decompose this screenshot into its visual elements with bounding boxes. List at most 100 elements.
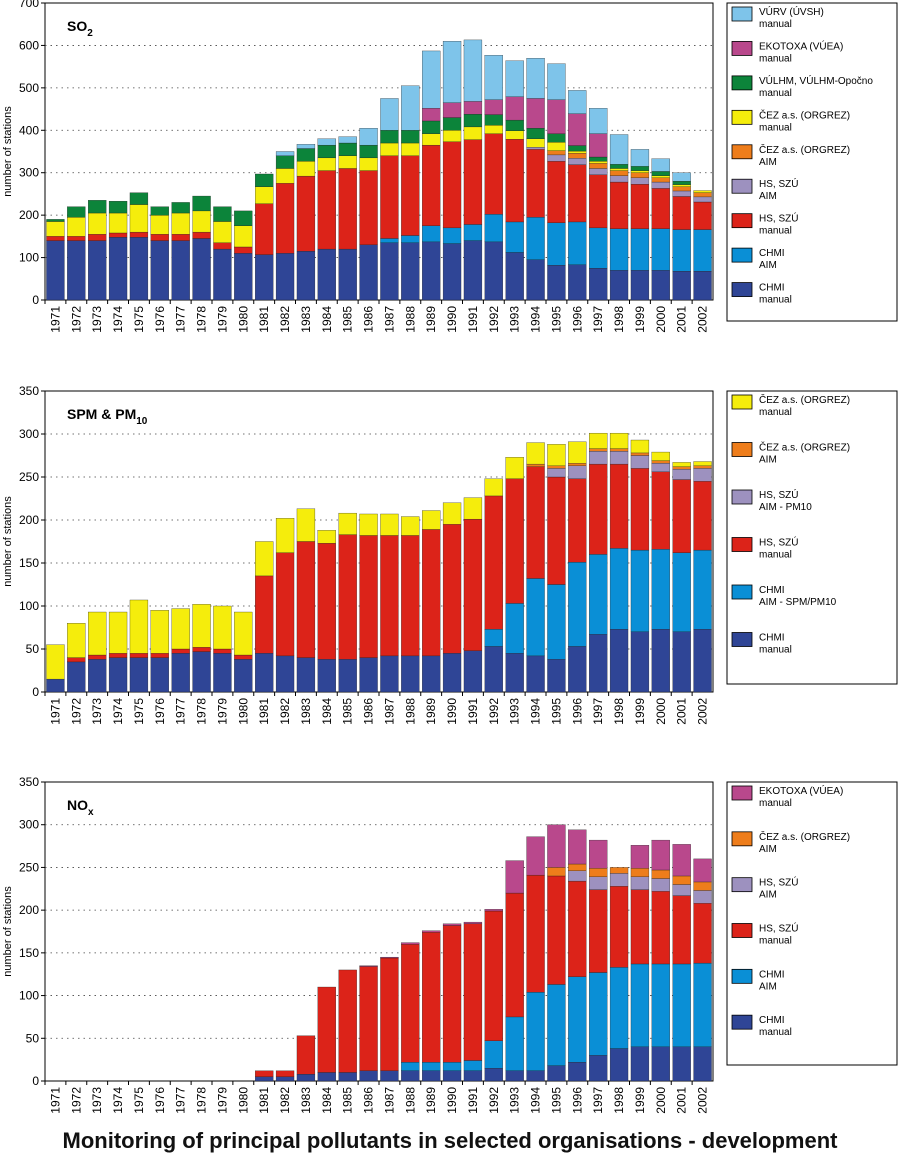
bar-ekotoxa-vuea-manual-1989 [422,930,441,933]
bar-chmi-manual-1980 [234,253,253,301]
bar-vulhm-vulhm-opocno-manual-2001 [672,181,691,185]
bar-hs-szu-manual-1989 [422,932,441,1063]
x-tick-label: 1996 [570,306,584,333]
legend-swatch [731,877,753,893]
bar-chmi-aim-spm-pm10-1998 [609,548,629,630]
bar-hs-szu-manual-1987 [380,155,399,239]
bar-cez-a-s-orgrez-aim-2001 [672,466,691,470]
bar-chmi-aim-1992 [484,214,503,243]
x-tick-label: 1972 [69,1087,83,1114]
bar-cez-a-s-orgrez-aim-1995 [547,150,566,156]
bar-chmi-manual-1974 [108,237,128,301]
legend-item-hs-szu-manual: HS, SZÚ manual [731,536,798,561]
bar-chmi-aim-1994 [526,992,545,1071]
bar-cez-a-s-orgrez-manual-1987 [380,513,399,536]
bar-hs-szu-manual-1990 [442,925,462,1063]
legend-swatch [731,632,753,647]
bar-hs-szu-aim-1994 [526,147,545,150]
bar-cez-a-s-orgrez-manual-1997 [589,161,608,164]
y-tick-label: 200 [19,513,39,527]
x-tick-label: 1989 [424,306,438,333]
bar-chmi-aim-1993 [505,221,524,253]
bar-ekotoxa-vuea-manual-1991 [463,921,483,924]
bar-vulhm-vulhm-opocno-manual-1998 [609,164,629,169]
bar-hs-szu-manual-1996 [568,164,587,223]
bar-cez-a-s-orgrez-manual-2001 [672,184,691,187]
bar-cez-a-s-orgrez-aim-2002 [693,192,712,198]
x-tick-label: 1992 [487,306,501,333]
bar-cez-a-s-orgrez-aim-2000 [651,869,670,879]
x-tick-label: 1975 [132,1087,146,1114]
bar-hs-szu-manual-1980 [234,654,253,660]
bar-vulhm-vulhm-opocno-manual-1985 [338,142,357,156]
legend-swatch [731,144,753,160]
bar-hs-szu-aim-1999 [630,876,650,890]
y-tick-label: 150 [19,556,39,570]
bar-hs-szu-manual-1977 [171,234,190,241]
bar-hs-szu-manual-1984 [317,543,336,660]
bar-chmi-manual-1984 [317,659,336,693]
x-tick-label: 1996 [570,1087,584,1114]
legend-item-vurv-uvsh-manual: VÚRV (ÚVSH) manual [731,5,824,30]
bar-chmi-manual-1973 [88,659,107,693]
x-tick-label: 1971 [48,306,62,333]
bar-vurv-uvsh-manual-2001 [672,172,691,182]
y-tick-label: 150 [19,946,39,960]
bar-hs-szu-manual-1997 [589,889,608,973]
bar-cez-a-s-orgrez-aim-1996 [568,463,587,466]
bar-vurv-uvsh-manual-2000 [651,158,670,172]
x-tick-label: 1975 [132,306,146,333]
y-tick-label: 350 [19,775,39,789]
y-tick-label: 0 [32,1074,39,1088]
bar-cez-a-s-orgrez-manual-1998 [609,168,629,171]
bar-cez-a-s-orgrez-manual-1991 [463,126,483,140]
bar-chmi-manual-1984 [317,1072,336,1082]
bar-vulhm-vulhm-opocno-manual-1987 [380,130,399,144]
chart-title: SPM & PM10 [67,406,148,427]
bar-ekotoxa-vuea-manual-1999 [630,845,650,869]
bar-chmi-manual-1985 [338,248,357,301]
bar-ekotoxa-vuea-manual-1994 [526,98,545,129]
bar-chmi-aim-2002 [693,229,712,272]
bar-cez-a-s-orgrez-manual-1977 [171,608,190,650]
chart-title: SO2 [67,18,93,39]
bar-hs-szu-aim-pm10-1997 [589,451,608,465]
bar-chmi-manual-1986 [359,657,378,693]
bar-hs-szu-manual-1991 [463,518,483,651]
legend-item-chmi-aim-spm-pm10: CHMI AIM - SPM/PM10 [731,584,837,608]
bar-vurv-uvsh-manual-1994 [526,58,545,99]
bar-hs-szu-manual-1994 [526,466,545,579]
bar-cez-a-s-orgrez-manual-1972 [67,217,86,237]
y-tick-label: 100 [19,599,39,613]
x-tick-label: 1997 [591,698,605,725]
bar-hs-szu-manual-1981 [255,575,274,654]
bar-chmi-manual-1988 [401,655,420,693]
bar-vulhm-vulhm-opocno-manual-1979 [213,206,232,222]
bar-hs-szu-aim-1996 [568,870,587,882]
x-tick-label: 1983 [299,1087,313,1114]
bar-vurv-uvsh-manual-1986 [359,128,378,146]
bar-hs-szu-manual-1972 [67,236,86,241]
bar-chmi-manual-1991 [463,1070,483,1082]
bar-chmi-manual-1981 [255,254,274,301]
x-tick-label: 1984 [320,1087,334,1114]
legend-swatch [731,584,753,600]
legend-item-chmi-manual: CHMI manual [731,282,792,306]
bar-chmi-aim-1998 [609,967,629,1049]
bar-chmi-manual-1986 [359,244,378,301]
bar-hs-szu-manual-1980 [234,246,253,254]
bar-hs-szu-manual-1997 [589,463,608,555]
bar-vulhm-vulhm-opocno-manual-1972 [67,206,86,218]
bar-chmi-manual-1985 [338,1072,357,1082]
bar-cez-a-s-orgrez-aim-1994 [526,463,545,467]
x-tick-label: 1982 [278,306,292,333]
bar-ekotoxa-vuea-manual-2001 [672,844,691,877]
bar-hs-szu-manual-1999 [630,184,650,229]
bar-hs-szu-aim-2002 [693,196,712,203]
x-tick-label: 1987 [382,1087,396,1114]
bar-cez-a-s-orgrez-manual-1997 [589,432,608,449]
bar-hs-szu-manual-1981 [255,1070,274,1077]
bar-hs-szu-manual-1998 [609,181,629,229]
legend-label: ČEZ a.s. (ORGREZ) AIM [759,830,850,855]
bar-chmi-manual-1989 [422,655,441,693]
